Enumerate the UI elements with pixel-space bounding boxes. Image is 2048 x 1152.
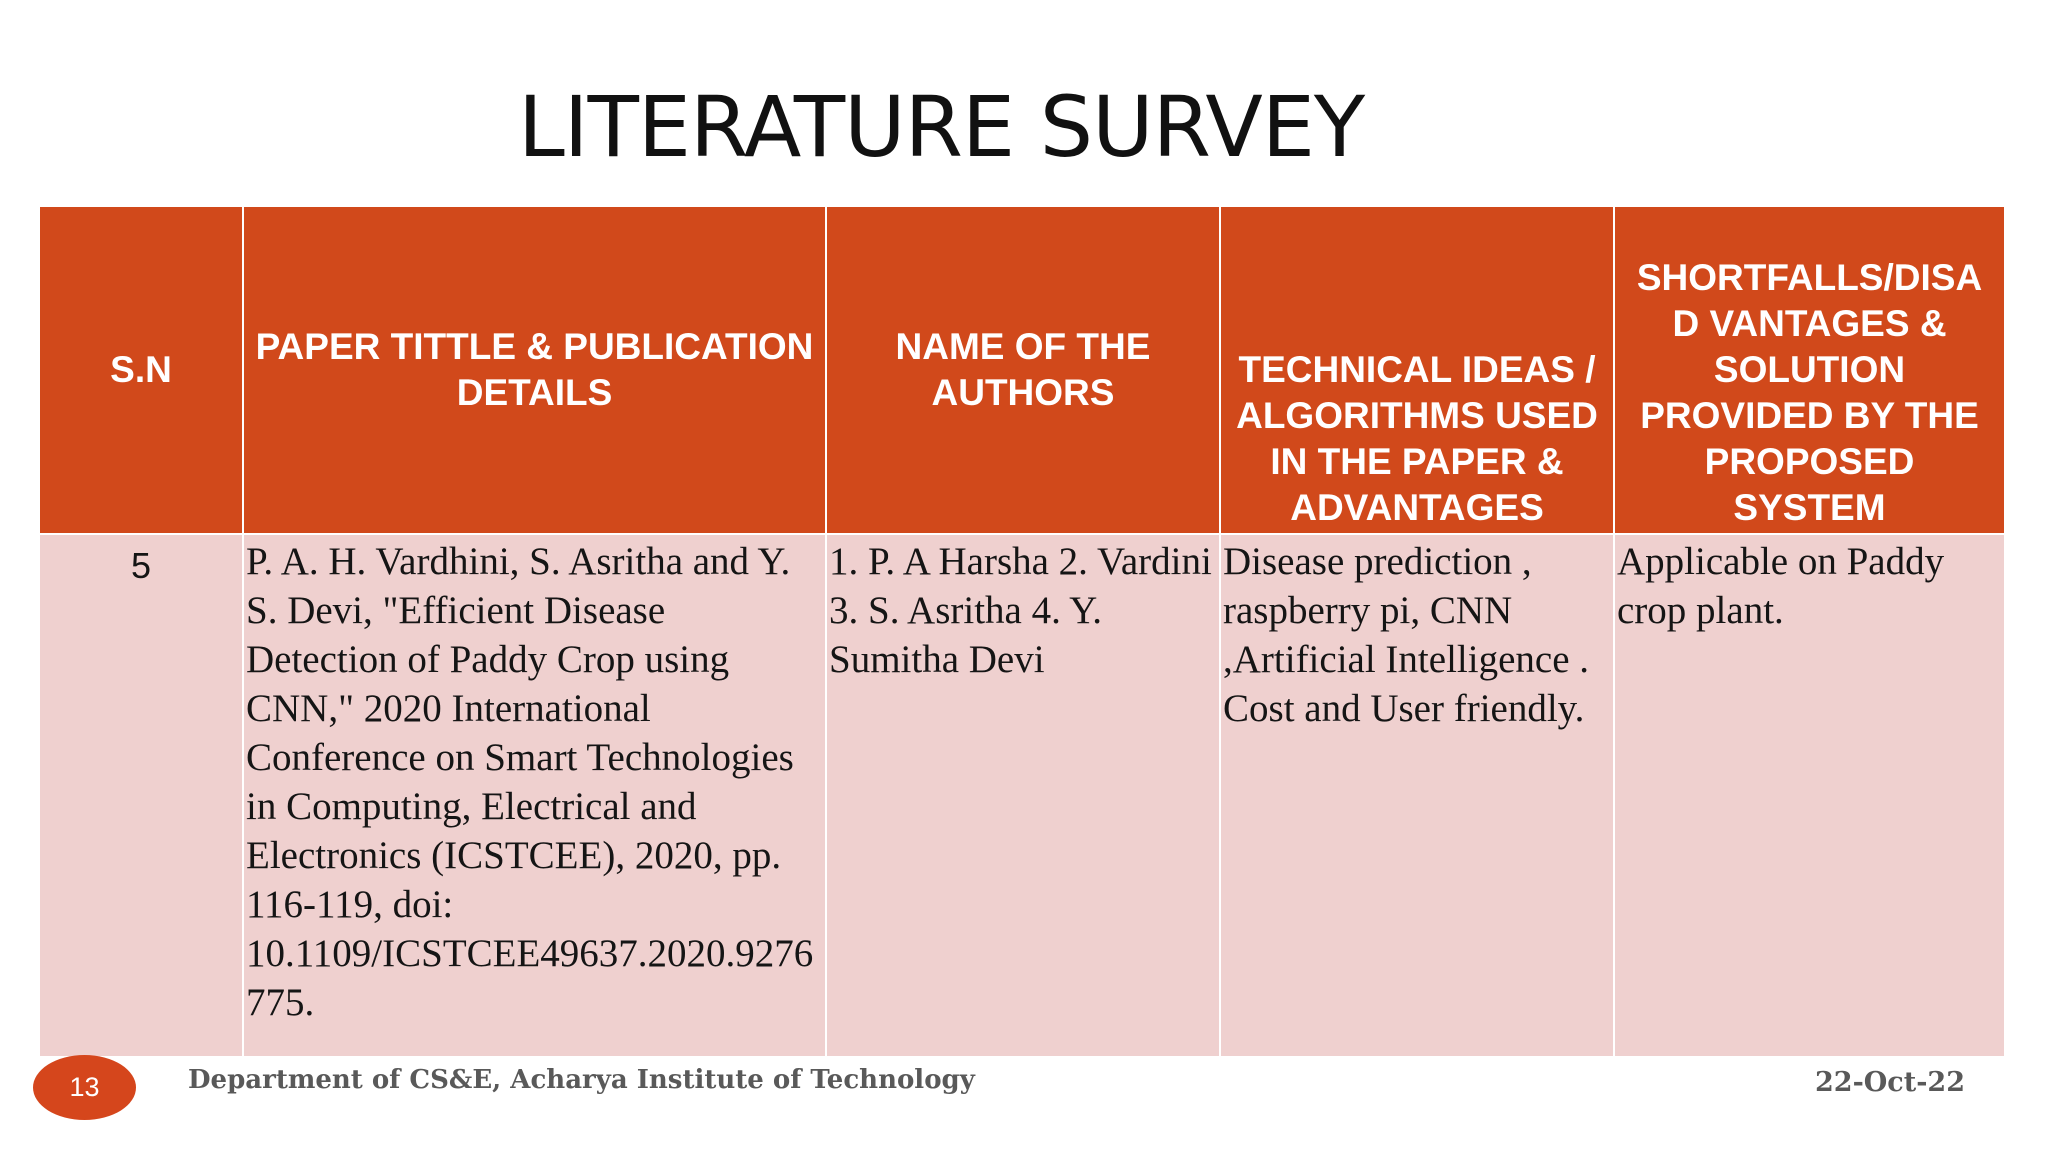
cell-paper-details: P. A. H. Vardhini, S. Asritha and Y. S. … <box>242 533 827 1058</box>
table-row: 5 P. A. H. Vardhini, S. Asritha and Y. S… <box>38 533 2006 1058</box>
cell-authors: 1. P. A Harsha 2. Vardini 3. S. Asritha … <box>825 533 1221 1058</box>
footer-department: Department of CS&E, Acharya Institute of… <box>188 1065 975 1095</box>
cell-technical-ideas: Disease prediction , raspberry pi, CNN ,… <box>1219 533 1615 1058</box>
literature-survey-table: S.N PAPER TITTLE & PUBLICATION DETAILS N… <box>38 205 2006 1058</box>
header-authors: NAME OF THE AUTHORS <box>825 205 1221 535</box>
cell-serial-number: 5 <box>38 533 244 1058</box>
header-shortfalls: SHORTFALLS/DISA D VANTAGES & SOLUTION PR… <box>1613 205 2006 535</box>
header-technical-ideas: TECHNICAL IDEAS / ALGORITHMS USED IN THE… <box>1219 205 1615 535</box>
table-header-row: S.N PAPER TITTLE & PUBLICATION DETAILS N… <box>38 205 2006 535</box>
header-paper-title: PAPER TITTLE & PUBLICATION DETAILS <box>242 205 827 535</box>
cell-shortfalls: Applicable on Paddy crop plant. <box>1613 533 2006 1058</box>
header-serial-number: S.N <box>38 205 244 535</box>
slide-title: LITERATURE SURVEY <box>518 78 1365 176</box>
page-number-badge: 13 <box>33 1055 136 1120</box>
footer-date: 22-Oct-22 <box>1815 1067 1965 1098</box>
